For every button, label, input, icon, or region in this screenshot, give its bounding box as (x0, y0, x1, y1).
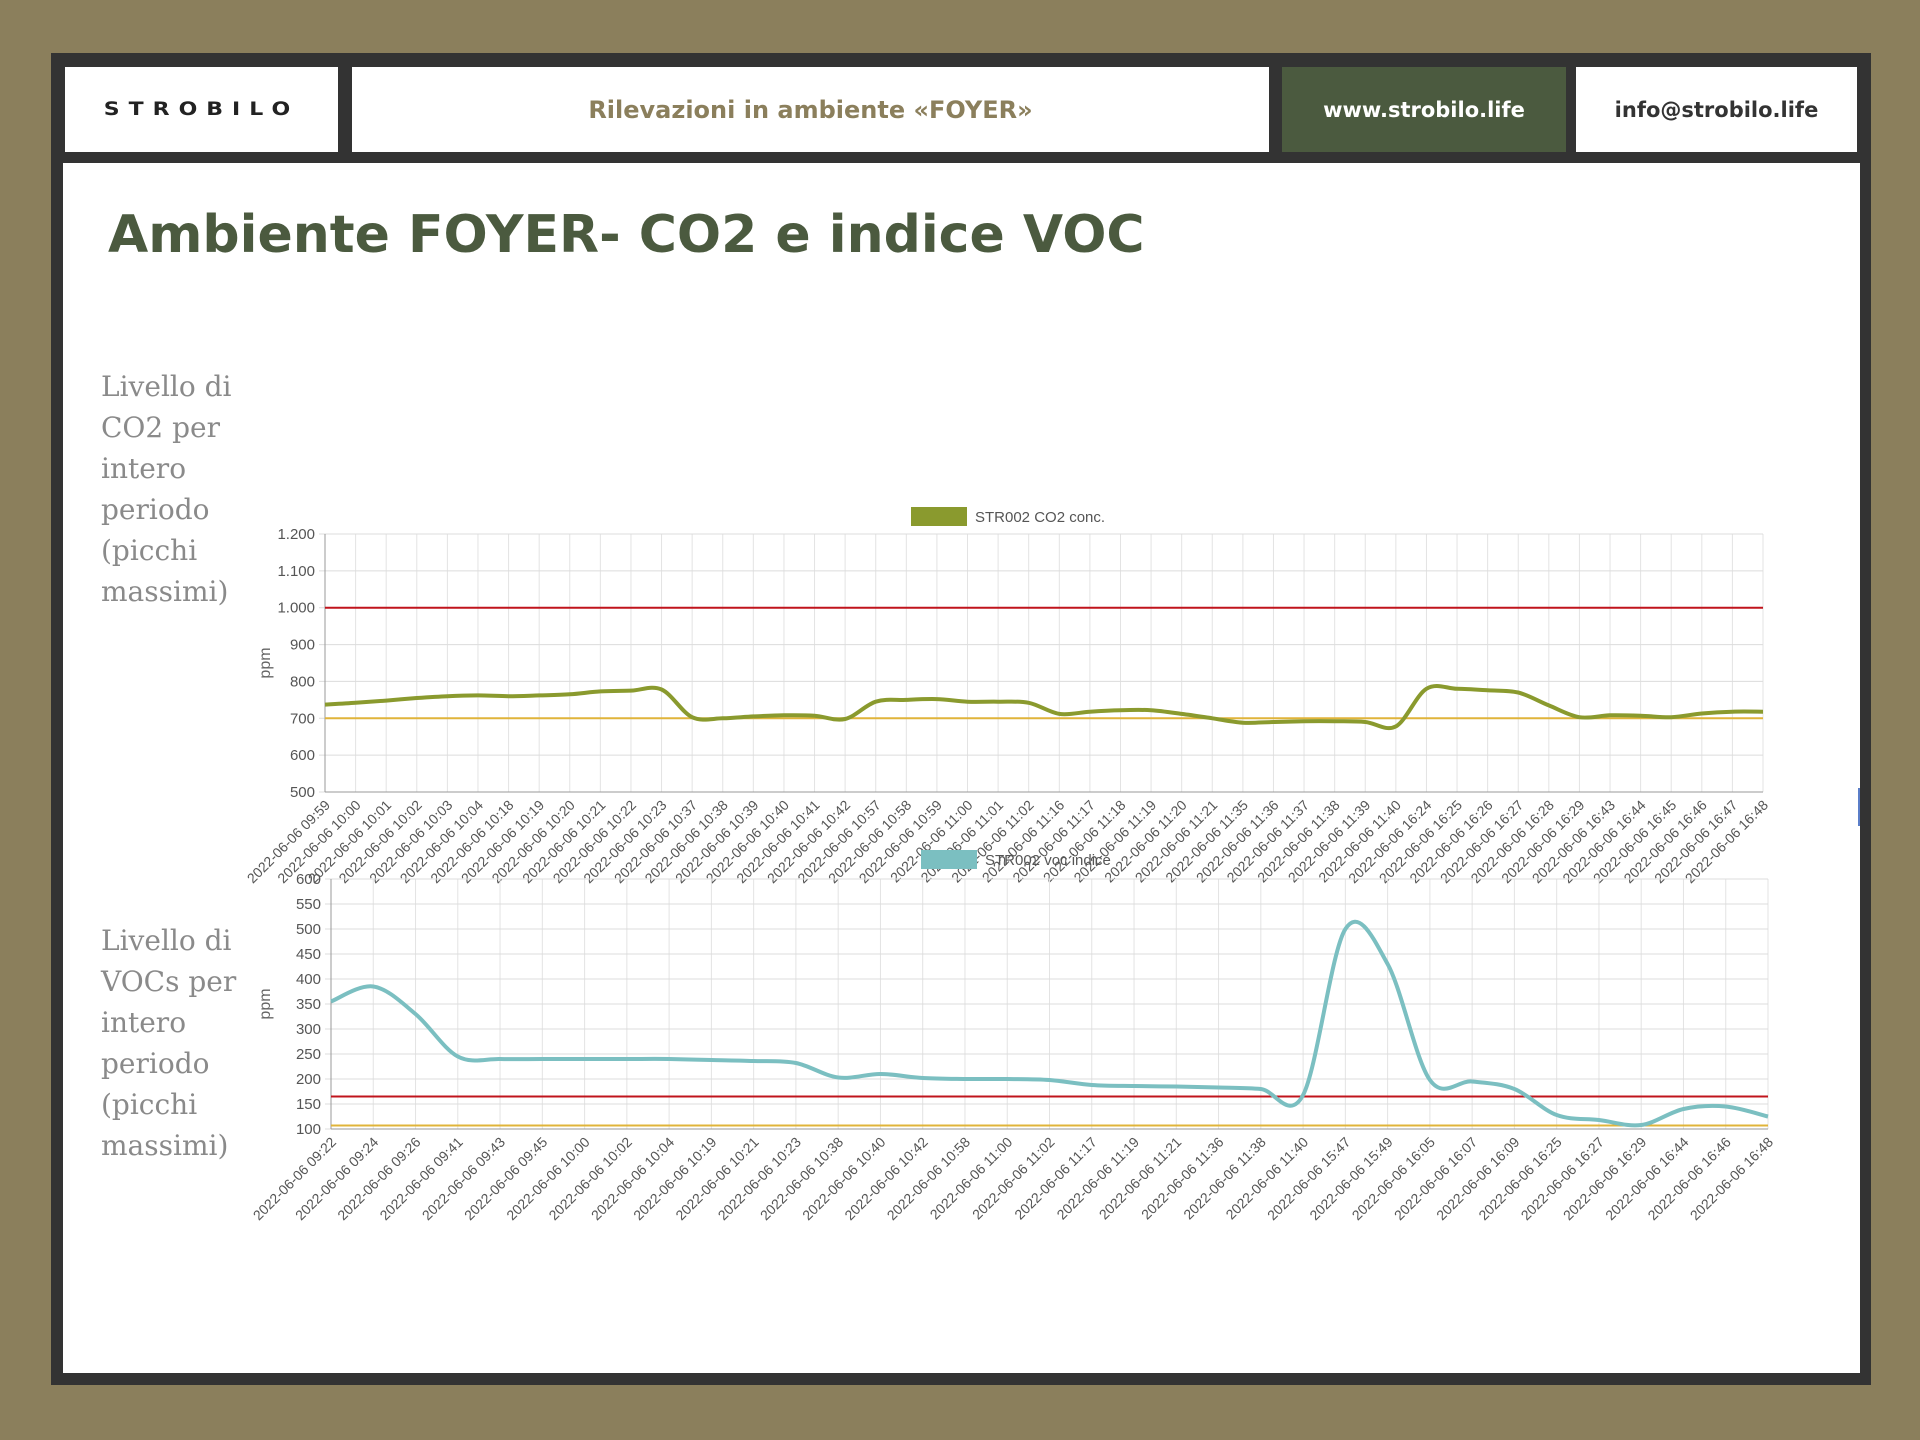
slide-content: Ambiente FOYER- CO2 e indice VOC Livello… (63, 163, 1860, 1373)
voc-side-label-line: intero (101, 1006, 187, 1039)
voc-ytick-label: 250 (296, 1046, 321, 1063)
co2-ytick-label: 700 (290, 710, 315, 727)
voc-ytick-label: 450 (296, 946, 321, 963)
header-title-box: Rilevazioni in ambiente «FOYER» (352, 67, 1269, 152)
co2-side-label: Livello di CO2 per intero periodo (picch… (101, 366, 261, 612)
co2-ytick-label: 1.000 (277, 600, 315, 617)
co2-ytick-label: 800 (290, 673, 315, 690)
email-link-box[interactable]: info@strobilo.life (1576, 67, 1857, 152)
voc-ytick-label: 550 (296, 896, 321, 913)
co2-side-label-line: massimi) (101, 575, 229, 608)
co2-ytick-label: 1.100 (277, 563, 315, 580)
website-link[interactable]: www.strobilo.life (1323, 97, 1525, 122)
voc-ytick-label: 350 (296, 996, 321, 1013)
voc-ytick-label: 200 (296, 1071, 321, 1088)
voc-side-label-line: massimi) (101, 1129, 229, 1162)
voc-ytick-label: 150 (296, 1096, 321, 1113)
header-title: Rilevazioni in ambiente «FOYER» (588, 95, 1033, 124)
voc-series-line (330, 919, 1769, 1128)
co2-side-label-line: Livello di (101, 370, 232, 403)
voc-ytick-label: 300 (296, 1021, 321, 1038)
voc-ytick-label: 100 (296, 1121, 321, 1138)
co2-side-label-line: CO2 per (101, 411, 220, 444)
co2-y-axis-title: ppm (257, 647, 274, 678)
voc-legend-label: STR002 voc indice (985, 852, 1111, 869)
co2-side-label-line: (picchi (101, 534, 198, 567)
co2-ytick-label: 1.200 (277, 526, 315, 543)
voc-gridlines (325, 878, 1769, 1130)
voc-ytick-label: 400 (296, 971, 321, 988)
logo: STROBILO (65, 67, 338, 152)
co2-legend: STR002 CO2 conc. (911, 507, 1105, 526)
voc-ytick-label: 600 (296, 871, 321, 888)
co2-legend-label: STR002 CO2 conc. (975, 509, 1105, 526)
voc-side-label-line: Livello di (101, 924, 232, 957)
co2-ytick-label: 500 (290, 784, 315, 801)
co2-gridlines (319, 533, 1764, 793)
co2-side-label-line: intero (101, 452, 187, 485)
scroll-indicator (1858, 788, 1860, 826)
voc-chart: 100150200250300350400450500550600ppm2022… (250, 850, 1776, 1223)
website-link-box[interactable]: www.strobilo.life (1282, 67, 1566, 152)
voc-legend: STR002 voc indice (921, 850, 1111, 869)
voc-side-label: Livello di VOCs per intero periodo (picc… (101, 920, 261, 1166)
voc-ytick-label: 500 (296, 921, 321, 938)
co2-side-label-line: periodo (101, 493, 210, 526)
voc-side-label-line: periodo (101, 1047, 210, 1080)
voc-y-axis-title: ppm (257, 988, 274, 1019)
co2-series-line (324, 683, 1764, 731)
voc-legend-swatch (921, 850, 977, 869)
co2-ytick-label: 600 (290, 747, 315, 764)
email-link[interactable]: info@strobilo.life (1614, 97, 1819, 122)
slide-frame: STROBILO Rilevazioni in ambiente «FOYER»… (51, 53, 1871, 1385)
page-title: Ambiente FOYER- CO2 e indice VOC (108, 205, 1145, 265)
logo-text: STROBILO (103, 98, 300, 121)
voc-side-label-line: VOCs per (101, 965, 237, 998)
co2-ytick-label: 900 (290, 637, 315, 654)
co2-legend-swatch (911, 507, 967, 526)
voc-side-label-line: (picchi (101, 1088, 198, 1121)
co2-chart: 5006007008009001.0001.1001.200ppm2022-06… (244, 507, 1771, 886)
